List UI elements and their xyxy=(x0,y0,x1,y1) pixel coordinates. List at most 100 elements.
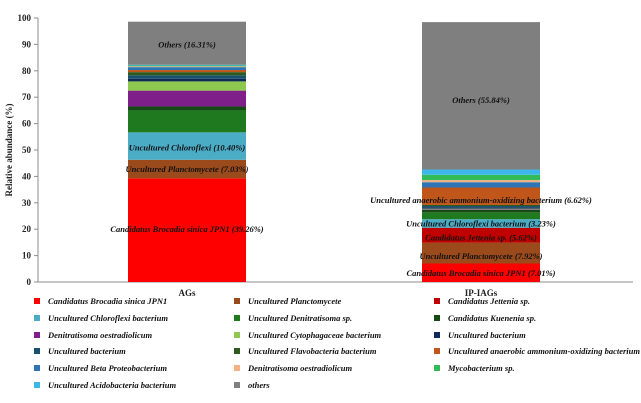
bar-segment xyxy=(422,207,540,209)
legend-item: Denitratisoma oestradiolicum xyxy=(234,363,352,373)
legend-label: Candidatus Brocadia sinica JPN1 xyxy=(48,296,168,306)
bar-segment xyxy=(422,206,540,208)
legend-swatch xyxy=(34,314,40,321)
bar-segment xyxy=(422,180,540,183)
bar-segment xyxy=(422,204,540,207)
bar-segment xyxy=(128,81,246,91)
legend-swatch xyxy=(234,298,240,304)
y-tick-label: 20 xyxy=(22,224,32,234)
bar-segment xyxy=(128,64,246,66)
legend-swatch xyxy=(34,298,40,304)
legend-item: Uncultured bacterium xyxy=(434,330,526,340)
legend-swatch xyxy=(434,298,440,304)
bar-segment xyxy=(128,66,246,68)
bar-segment xyxy=(128,159,246,179)
legend-item: Uncultured Chloroflexi bacterium xyxy=(34,313,168,323)
bar-segment xyxy=(422,22,540,170)
bar-segment xyxy=(422,209,540,213)
legend-label: Uncultured bacterium xyxy=(448,329,526,340)
y-tick-label: 30 xyxy=(22,198,32,208)
legend-swatch xyxy=(234,331,240,338)
legend-label: others xyxy=(248,380,270,390)
data-annotation: Uncultured Planctomycete (7.92%) xyxy=(420,251,543,261)
legend-swatch xyxy=(434,331,440,338)
legend-label: Uncultured Denitratisoma sp. xyxy=(248,312,353,323)
bar-segment xyxy=(422,174,540,181)
x-category-label: IP-IAGs xyxy=(465,288,498,298)
legend-swatch xyxy=(434,314,440,321)
data-annotation: Others (16.31%) xyxy=(158,39,216,49)
bar-segment xyxy=(128,78,246,82)
legend-item: Candidatus Brocadia sinica JPN1 xyxy=(34,296,167,306)
legend-label: Denitratisoma oestradiolicum xyxy=(248,363,353,374)
legend-label: Uncultured Chloroflexi bacterium xyxy=(48,312,168,323)
data-annotation: Uncultured anaerobic ammonium-oxidizing … xyxy=(370,195,592,205)
legend-swatch xyxy=(34,348,40,355)
y-tick-label: 0 xyxy=(27,277,32,287)
bar-segment xyxy=(422,219,540,228)
bar-segment xyxy=(422,263,540,282)
legend-item: Uncultured Acidobacteria bacterium xyxy=(34,380,176,390)
legend-label: Candidatus Kuenenia sp. xyxy=(448,312,537,323)
y-axis-title: Relative abundance (%) xyxy=(4,104,14,197)
bar-segment xyxy=(422,212,540,220)
bar-segment xyxy=(128,75,246,79)
y-tick-label: 10 xyxy=(22,251,32,261)
y-tick-label: 70 xyxy=(22,92,32,102)
legend-item: Uncultured Denitratisoma sp. xyxy=(234,313,352,323)
legend-label: Uncultured Beta Proteobacterium xyxy=(48,363,167,374)
legend-swatch xyxy=(234,314,240,321)
data-annotation: Candidatus Brocadia sinica JPN1 (39.26%) xyxy=(110,224,263,234)
bar-segment xyxy=(422,169,540,175)
bar-segment xyxy=(128,67,246,71)
bar-segment xyxy=(128,178,246,282)
legend-item: Uncultured Cytophagaceae bacterium xyxy=(234,330,381,340)
bar-segment xyxy=(422,208,540,210)
legend-swatch xyxy=(34,382,40,388)
legend-item: Uncultured Flavobacteria bacterium xyxy=(234,346,376,356)
legend-label: Uncultured anaerobic ammonium-oxidizing … xyxy=(448,346,640,357)
legend-item: Mycobacterium sp. xyxy=(434,363,515,373)
legend-item: Denitratisoma oestradiolicum xyxy=(34,330,152,340)
bar-segment xyxy=(128,72,246,76)
bar-segment xyxy=(422,209,540,210)
legend-label: Candidatus Jettenia sp. xyxy=(448,296,530,306)
legend-label: Uncultured bacterium xyxy=(48,346,126,357)
legend-swatch xyxy=(234,365,240,372)
bar-segment xyxy=(128,65,246,67)
legend-item: Uncultured Beta Proteobacterium xyxy=(34,363,167,373)
legend-swatch xyxy=(34,365,40,372)
legend-item: others xyxy=(234,380,270,390)
bar-segment xyxy=(128,70,246,73)
y-tick-label: 60 xyxy=(22,119,32,129)
legend-swatch xyxy=(34,331,40,338)
legend-swatch xyxy=(234,348,240,355)
x-category-label: AGs xyxy=(178,288,196,298)
legend-label: Uncultured Flavobacteria bacterium xyxy=(248,346,377,357)
bar-segment xyxy=(128,132,246,160)
legend-item: Uncultured bacterium xyxy=(34,346,126,356)
data-annotation: Uncultured Chloroflexi bacterium (3.23%) xyxy=(406,218,556,228)
legend-label: Denitratisoma oestradiolicum xyxy=(48,329,153,340)
bar-segment xyxy=(128,90,246,107)
data-annotation: Uncultured Planctomycete (7.03%) xyxy=(126,164,249,174)
bar-segment xyxy=(422,182,540,188)
y-tick-label: 40 xyxy=(22,171,32,181)
data-annotation: Others (55.84%) xyxy=(452,95,510,105)
legend-label: Uncultured Planctomycete xyxy=(248,296,342,306)
legend-label: Uncultured Cytophagaceae bacterium xyxy=(248,329,382,340)
bar-segment xyxy=(422,242,540,264)
data-annotation: Uncultured Chloroflexi (10.40%) xyxy=(129,142,246,152)
bar-segment xyxy=(128,21,246,65)
bar-segment xyxy=(128,110,246,133)
y-tick-label: 50 xyxy=(22,145,32,155)
y-tick-label: 80 xyxy=(22,66,32,76)
bar-segment xyxy=(128,106,246,111)
legend-item: Candidatus Jettenia sp. xyxy=(434,296,530,306)
bar-segment xyxy=(422,227,540,243)
legend-label: Uncultured Acidobacteria bacterium xyxy=(48,380,177,390)
legend-item: Candidatus Kuenenia sp. xyxy=(434,313,536,323)
data-annotation: Candidatus Brocadia sinica JPN1 (7.01%) xyxy=(407,268,556,278)
legend-item: Uncultured Planctomycete xyxy=(234,296,341,306)
